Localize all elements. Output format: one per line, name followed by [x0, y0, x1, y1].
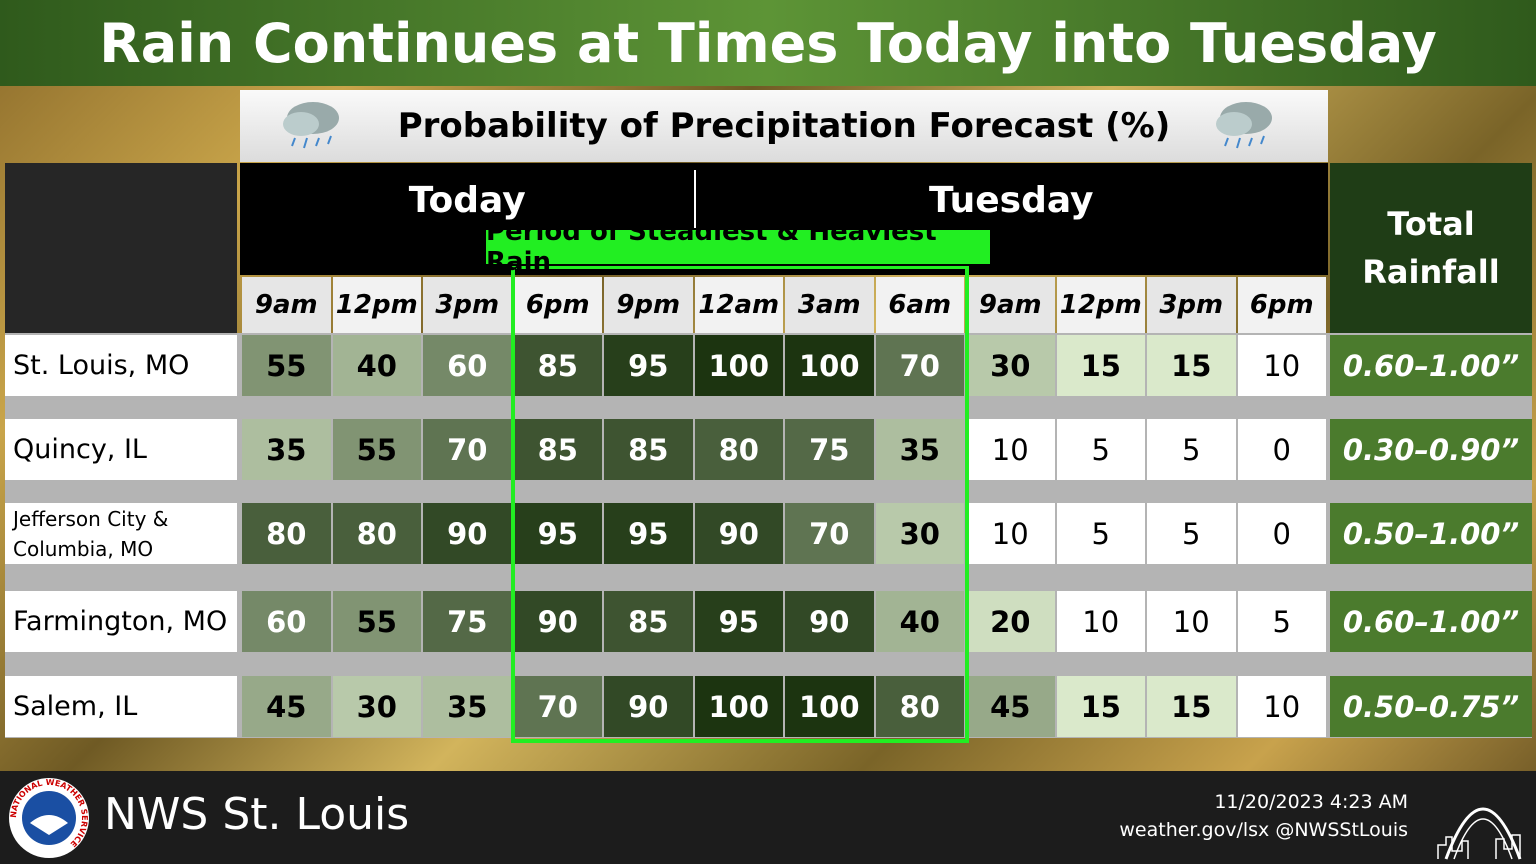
title: Rain Continues at Times Today into Tuesd… — [0, 0, 1536, 86]
pop-cell: 35 — [242, 419, 331, 480]
pop-cell: 5 — [1147, 419, 1236, 480]
pop-cell: 10 — [1147, 591, 1236, 652]
pop-cell: 10 — [1056, 591, 1145, 652]
time-header: 6pm — [1237, 277, 1326, 333]
pop-cell: 10 — [1237, 335, 1326, 396]
pop-cell: 100 — [785, 676, 874, 737]
pop-cell: 95 — [604, 503, 693, 564]
pop-cell: 85 — [604, 419, 693, 480]
pop-cell: 85 — [513, 419, 602, 480]
pop-cell: 15 — [1147, 335, 1236, 396]
cloud-icon — [283, 102, 339, 149]
rainfall: 0.50–1.00” — [1330, 503, 1532, 564]
pop-cell: 55 — [242, 335, 331, 396]
time-header: 12pm — [332, 277, 421, 333]
location: St. Louis, MO — [5, 335, 237, 396]
rainfall: 0.60–1.00” — [1330, 335, 1532, 396]
pop-cell: 40 — [875, 591, 964, 652]
pop-cell: 55 — [332, 591, 421, 652]
pop-cell: 95 — [604, 335, 693, 396]
time-header: 3pm — [1147, 277, 1236, 333]
time-header: 9am — [242, 277, 331, 333]
pop-cell: 5 — [1147, 503, 1236, 564]
time-header: 9pm — [604, 277, 693, 333]
corner-block — [5, 163, 237, 333]
time-header: 12am — [694, 277, 783, 333]
rainfall: 0.30–0.90” — [1330, 419, 1532, 480]
pop-cell: 55 — [332, 419, 421, 480]
time-header: 3am — [785, 277, 874, 333]
pop-cell: 90 — [423, 503, 512, 564]
pop-cell: 90 — [513, 591, 602, 652]
timestamp: 11/20/2023 4:23 AM — [1214, 791, 1408, 813]
pop-cell: 30 — [875, 503, 964, 564]
location: Salem, IL — [5, 676, 237, 737]
arch-icon — [1437, 807, 1522, 860]
pop-cell: 100 — [694, 335, 783, 396]
rainfall: 0.60–1.00” — [1330, 591, 1532, 652]
pop-cell: 80 — [242, 503, 331, 564]
pop-cell: 20 — [966, 591, 1055, 652]
time-header: 9am — [966, 277, 1055, 333]
pop-cell: 75 — [785, 419, 874, 480]
pop-cell: 80 — [875, 676, 964, 737]
pop-cell: 70 — [423, 419, 512, 480]
links: weather.gov/lsx @NWSStLouis — [1119, 819, 1408, 841]
pop-cell: 70 — [513, 676, 602, 737]
day-header: Tuesday — [693, 170, 1328, 230]
pop-cell: 85 — [604, 591, 693, 652]
location: Quincy, IL — [5, 419, 237, 480]
highlight-box — [510, 265, 969, 743]
subtitle: Probability of Precipitation Forecast (%… — [240, 90, 1328, 162]
office-name: NWS St. Louis — [104, 789, 410, 840]
pop-cell: 45 — [242, 676, 331, 737]
time-header: 6am — [875, 277, 964, 333]
rainfall: 0.50–0.75” — [1330, 676, 1532, 737]
pop-cell: 40 — [332, 335, 421, 396]
pop-cell: 5 — [1056, 503, 1145, 564]
pop-cell: 60 — [242, 591, 331, 652]
pop-cell: 5 — [1237, 591, 1326, 652]
footer: NATIONAL WEATHER SERVICE NWS St. Louis 1… — [0, 771, 1536, 864]
pop-cell: 30 — [332, 676, 421, 737]
pop-cell: 0 — [1237, 503, 1326, 564]
pop-cell: 80 — [694, 419, 783, 480]
pop-cell: 95 — [513, 503, 602, 564]
total-header: Total Rainfall — [1330, 163, 1532, 333]
pop-cell: 0 — [1237, 419, 1326, 480]
pop-cell: 10 — [1237, 676, 1326, 737]
pop-cell: 100 — [694, 676, 783, 737]
pop-cell: 35 — [875, 419, 964, 480]
pop-cell: 10 — [966, 419, 1055, 480]
location: Jefferson City & Columbia, MO — [5, 503, 237, 564]
day-header: Today — [408, 179, 526, 221]
pop-cell: 60 — [423, 335, 512, 396]
pop-cell: 70 — [785, 503, 874, 564]
pop-cell: 15 — [1147, 676, 1236, 737]
nws-logo: NATIONAL WEATHER SERVICE — [9, 778, 89, 858]
pop-cell: 15 — [1056, 676, 1145, 737]
pop-cell: 100 — [785, 335, 874, 396]
pop-cell: 85 — [513, 335, 602, 396]
pop-cell: 70 — [875, 335, 964, 396]
pop-cell: 5 — [1056, 419, 1145, 480]
pop-cell: 45 — [966, 676, 1055, 737]
cloud-icon — [1216, 102, 1272, 149]
pop-cell: 10 — [966, 503, 1055, 564]
time-header: 3pm — [423, 277, 512, 333]
pop-cell: 90 — [694, 503, 783, 564]
location: Farmington, MO — [5, 591, 237, 652]
pop-cell: 35 — [423, 676, 512, 737]
pop-cell: 90 — [785, 591, 874, 652]
pop-cell: 15 — [1056, 335, 1145, 396]
time-header: 12pm — [1056, 277, 1145, 333]
time-header: 6pm — [513, 277, 602, 333]
pop-cell: 30 — [966, 335, 1055, 396]
pop-cell: 80 — [332, 503, 421, 564]
pop-cell: 90 — [604, 676, 693, 737]
pop-cell: 75 — [423, 591, 512, 652]
pop-cell: 95 — [694, 591, 783, 652]
annotation: Period of Steadiest & Heaviest Rain — [484, 217, 992, 277]
